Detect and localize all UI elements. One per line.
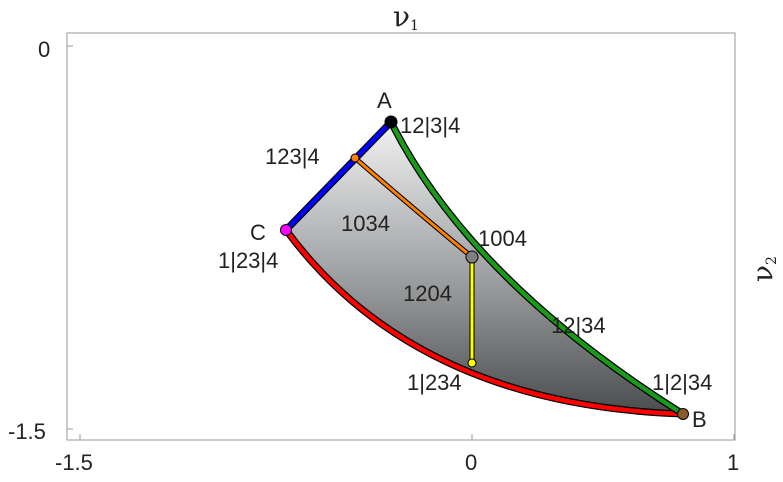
y-tick-label: 0 [38, 37, 50, 62]
label-region-upper: 1034 [341, 211, 390, 236]
label-mid: 1004 [478, 226, 527, 251]
right-axis-title: ν2 [746, 256, 780, 282]
x-tick-label: 0 [465, 450, 477, 475]
label-c: C [250, 220, 266, 245]
shaded-region [286, 122, 683, 414]
y-tick-label: -1.5 [8, 419, 46, 444]
label-region-lower: 1204 [403, 281, 452, 306]
label-b-partition: 1|2|34 [652, 370, 712, 395]
red-edge-inner [284, 228, 684, 417]
vertex-mid [465, 250, 479, 264]
vertex-orange-end [350, 153, 360, 163]
vertex-a [384, 115, 398, 129]
vertex-c [280, 224, 292, 236]
top-axis-title: ν1 [393, 0, 419, 34]
blue-edge-inner [284, 120, 393, 232]
label-b: B [692, 407, 707, 432]
plot-frame [66, 32, 736, 441]
x-tick-label: -1.5 [55, 450, 93, 475]
vertex-yellow-end [467, 358, 477, 368]
label-a: A [377, 88, 392, 113]
label-c-partition: 1|23|4 [218, 248, 278, 273]
x-tick-label: 1 [727, 450, 739, 475]
vertex-b [677, 408, 689, 420]
label-yellow-end: 1|234 [407, 370, 462, 395]
label-orange-end: 123|4 [265, 144, 320, 169]
label-green-edge: 12|34 [551, 313, 606, 338]
svg-text:ν2: ν2 [746, 256, 780, 282]
label-a-partition: 12|3|4 [400, 113, 460, 138]
orange-edge-inner [354, 156, 473, 259]
green-edge-inner [388, 120, 685, 416]
